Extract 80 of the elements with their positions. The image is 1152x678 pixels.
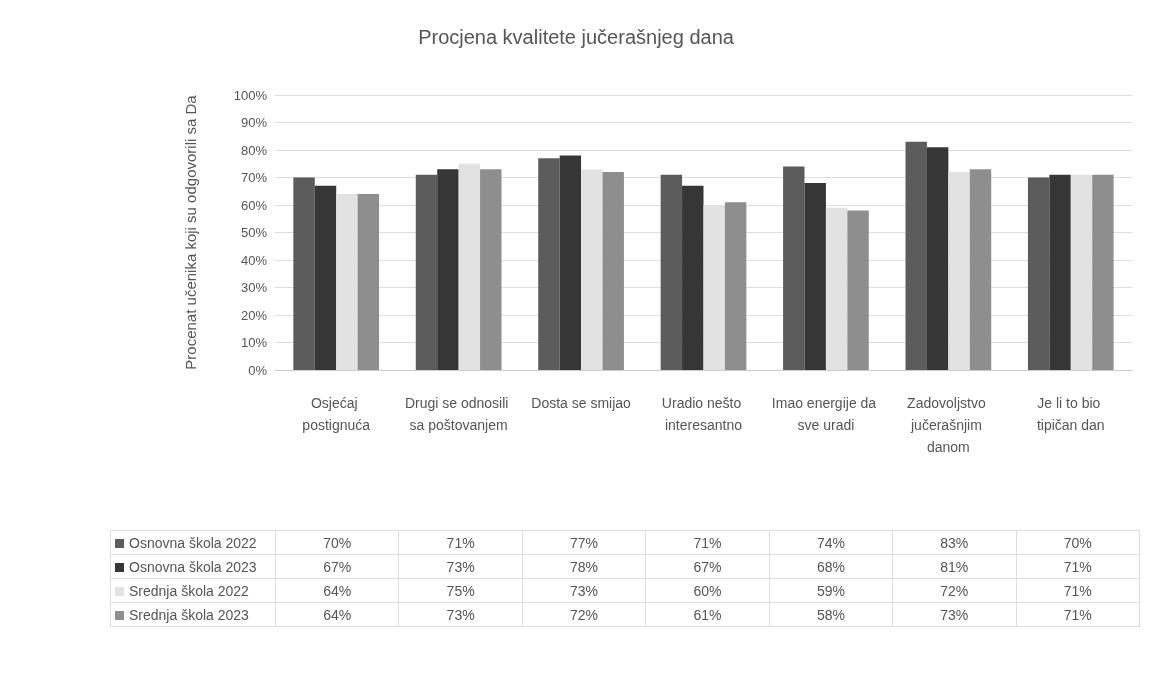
bar	[314, 185, 337, 370]
data-label: 83%	[892, 530, 1017, 555]
bar	[1070, 174, 1093, 370]
legend-label: Srednja škola 2023	[110, 602, 276, 627]
data-label: 60%	[645, 578, 770, 603]
legend-label: Osnovna škola 2022	[110, 530, 276, 555]
x-tick-label: Osjećaj postignuća	[302, 395, 371, 433]
data-label: 71%	[1016, 578, 1140, 603]
bar	[948, 172, 970, 370]
x-tick-label: Je li to bio tipičan dan	[1036, 395, 1105, 433]
bar	[682, 185, 704, 370]
data-label: 68%	[769, 554, 893, 579]
bar	[1027, 177, 1050, 370]
bar	[293, 177, 315, 370]
bar	[724, 202, 747, 370]
data-label: 73%	[892, 602, 1017, 627]
bar	[804, 183, 826, 370]
data-label: 67%	[645, 554, 770, 579]
y-tick-label: 60%	[240, 197, 268, 213]
bar	[437, 169, 459, 370]
data-label: 73%	[398, 554, 523, 579]
data-label: 72%	[892, 578, 1017, 603]
y-axis-title: Procenat učenika koji su odgovorili sa Da	[181, 94, 199, 370]
bar	[1092, 174, 1114, 370]
y-tick-label: 0%	[248, 362, 268, 378]
y-tick-label: 10%	[240, 335, 268, 350]
y-tick-label: 30%	[240, 280, 268, 295]
data-label: 75%	[398, 578, 523, 603]
data-label: 71%	[1016, 554, 1140, 579]
y-tick-label: 50%	[240, 225, 268, 240]
data-label: 59%	[769, 578, 893, 603]
bar	[847, 210, 869, 370]
x-tick-label: Zadovoljstvo jučerašnjim danom	[907, 395, 990, 455]
data-label: 71%	[398, 530, 523, 555]
bar	[703, 205, 725, 370]
bar	[660, 174, 683, 370]
legend-label: Srednja škola 2022	[110, 578, 276, 603]
bar	[336, 194, 358, 370]
bar	[783, 166, 805, 370]
bar	[357, 194, 380, 370]
data-label: 73%	[398, 602, 523, 627]
bar	[905, 141, 927, 370]
bar	[926, 147, 949, 370]
data-label: 73%	[522, 578, 646, 603]
x-tick-label: Drugi se odnosili sa poštovanjem	[404, 395, 513, 433]
data-label: 61%	[645, 602, 770, 627]
chart-title: Procjena kvalitete jučerašnjeg dana	[418, 26, 735, 48]
bar	[602, 172, 624, 370]
bar	[458, 163, 481, 370]
data-label: 64%	[275, 578, 399, 603]
bar	[825, 207, 848, 370]
y-tick-label: 90%	[240, 115, 268, 130]
data-label: 81%	[892, 554, 1017, 579]
data-label: 72%	[522, 602, 646, 627]
y-tick-label: 70%	[240, 170, 268, 185]
data-label: 70%	[1016, 530, 1140, 555]
bar	[581, 169, 603, 370]
data-label: 71%	[1016, 602, 1140, 627]
bar	[415, 174, 438, 370]
bar	[1049, 174, 1071, 370]
data-label: 70%	[275, 530, 399, 555]
y-tick-label: 40%	[240, 252, 268, 268]
legend-label: Osnovna škola 2023	[110, 554, 276, 579]
y-tick-label: 100%	[233, 87, 268, 103]
y-tick-label: 80%	[240, 142, 268, 158]
x-tick-label: Uradio nešto interesantno	[661, 395, 746, 433]
data-label: 64%	[275, 602, 399, 627]
data-label: 67%	[275, 554, 399, 579]
y-tick-label: 20%	[240, 307, 268, 323]
data-label: 78%	[522, 554, 646, 579]
x-tick-label: Dosta se smijao	[531, 395, 632, 411]
bar	[480, 169, 502, 370]
data-label: 77%	[522, 530, 646, 555]
bar	[538, 158, 560, 370]
data-label: 74%	[769, 530, 893, 555]
x-tick-label: Imao energije da sve uradi	[771, 395, 881, 433]
data-label: 58%	[769, 602, 893, 627]
bar	[969, 169, 992, 370]
data-label: 71%	[645, 530, 770, 555]
bar	[559, 155, 582, 370]
